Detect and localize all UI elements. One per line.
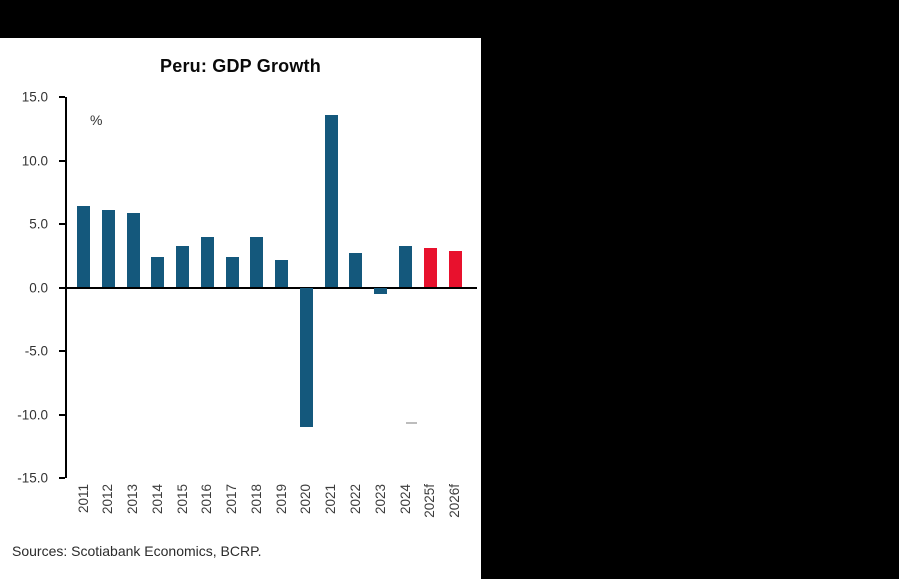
bar-2023 bbox=[374, 287, 388, 294]
y-tick-label-0.0: 0.0 bbox=[29, 280, 48, 295]
stray-mark bbox=[406, 422, 417, 424]
y-tick-label-5.0: 5.0 bbox=[29, 216, 48, 232]
y-tick-mark bbox=[59, 223, 65, 225]
x-tick-label-2026f: 2026f bbox=[447, 484, 463, 518]
bar-2024 bbox=[399, 245, 412, 288]
bar-2015 bbox=[176, 245, 190, 288]
y-tick-mark bbox=[59, 159, 65, 162]
x-tick-label-2025f: 2025f bbox=[422, 484, 438, 518]
bar-2020 bbox=[299, 287, 313, 428]
bar-2013 bbox=[126, 212, 140, 288]
y-tick-label-10.0: 10.0 bbox=[21, 153, 48, 168]
x-tick-label-2012: 2012 bbox=[100, 484, 116, 515]
bar-2018 bbox=[250, 236, 264, 288]
plot-area bbox=[59, 96, 477, 479]
y-tick-mark bbox=[59, 413, 65, 416]
y-tick-mark bbox=[59, 350, 65, 352]
y-tick-mark bbox=[59, 477, 65, 479]
x-tick-label-2024: 2024 bbox=[397, 484, 413, 515]
y-tick-mark bbox=[59, 96, 65, 98]
bar-2019 bbox=[275, 259, 289, 288]
bar-2025f bbox=[423, 248, 437, 288]
y-tick-label--5.0: -5.0 bbox=[24, 343, 48, 359]
y-axis-tick-labels: 15.0 10.0 5.0 0.0 -5.0 -10.0 -15.0 bbox=[0, 90, 58, 486]
bar-2021 bbox=[324, 114, 338, 288]
chart-title: Peru: GDP Growth bbox=[160, 56, 321, 76]
x-tick-label-2017: 2017 bbox=[224, 484, 240, 515]
bar-2022 bbox=[349, 253, 363, 288]
x-tick-label-2011: 2011 bbox=[75, 484, 91, 514]
bar-2026f bbox=[448, 250, 462, 288]
bar-2011 bbox=[77, 206, 90, 288]
x-tick-label-2015: 2015 bbox=[174, 484, 190, 515]
x-tick-label-2016: 2016 bbox=[199, 484, 215, 515]
y-tick-label--10.0: -10.0 bbox=[17, 407, 48, 422]
source-note: Sources: Scotiabank Economics, BCRP. bbox=[12, 543, 262, 559]
y-tick-label--15.0: -15.0 bbox=[17, 470, 48, 486]
bar-2014 bbox=[151, 257, 165, 288]
x-tick-label-2021: 2021 bbox=[323, 484, 339, 515]
bar-2012 bbox=[101, 210, 115, 288]
zero-baseline bbox=[65, 286, 477, 289]
x-tick-label-2019: 2019 bbox=[273, 484, 289, 515]
bar-2016 bbox=[200, 236, 214, 288]
chart-panel: Peru: GDP Growth % 15.0 10.0 5.0 0.0 -5.0 -10… bbox=[0, 38, 481, 579]
y-tick-label-15.0: 15.0 bbox=[21, 89, 48, 105]
x-tick-label-2018: 2018 bbox=[248, 484, 264, 515]
y-axis-unit-label: % bbox=[90, 112, 103, 128]
x-tick-label-2020: 2020 bbox=[298, 484, 314, 515]
bar-2017 bbox=[225, 257, 239, 288]
y-tick-mark bbox=[59, 286, 65, 289]
x-tick-label-2022: 2022 bbox=[347, 484, 363, 515]
x-tick-label-2014: 2014 bbox=[149, 484, 165, 515]
x-tick-label-2013: 2013 bbox=[125, 484, 141, 515]
x-tick-label-2023: 2023 bbox=[372, 484, 388, 515]
